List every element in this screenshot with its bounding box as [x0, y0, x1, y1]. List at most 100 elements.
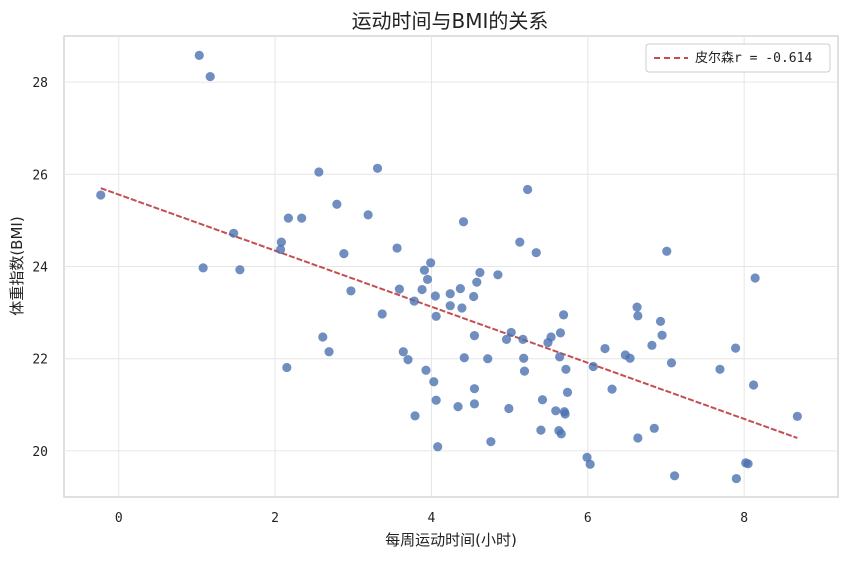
data-point — [475, 267, 485, 278]
data-point — [493, 270, 503, 280]
data-point — [662, 246, 672, 256]
data-point — [458, 217, 469, 227]
data-point — [469, 399, 480, 409]
data-point — [363, 210, 373, 220]
data-point — [560, 409, 570, 419]
data-point — [469, 384, 480, 394]
data-point — [194, 50, 204, 60]
data-point — [324, 347, 334, 357]
data-point — [410, 411, 420, 421]
data-point — [506, 327, 516, 338]
data-point — [670, 471, 680, 481]
data-point — [430, 291, 440, 301]
data-point — [561, 364, 571, 374]
legend-box — [645, 43, 831, 73]
data-point — [318, 332, 328, 342]
x-tick-label: 0 — [115, 511, 123, 526]
data-point — [715, 364, 725, 374]
y-tick-label: 24 — [32, 261, 48, 276]
data-point — [314, 167, 324, 177]
data-point — [518, 334, 528, 344]
data-point — [731, 473, 741, 484]
data-point — [297, 213, 307, 223]
data-point — [537, 395, 548, 405]
data-point — [409, 296, 419, 306]
data-point — [445, 301, 455, 311]
data-point — [588, 361, 598, 372]
x-tick-label: 6 — [584, 511, 592, 526]
data-point — [555, 328, 566, 338]
data-point — [750, 273, 760, 283]
data-point — [398, 347, 408, 357]
x-tick-label: 8 — [740, 511, 748, 526]
data-point — [633, 311, 643, 321]
data-point — [486, 437, 496, 447]
data-point — [403, 355, 413, 365]
data-point — [429, 377, 439, 387]
chart-title: 运动时间与BMI的关系 — [352, 9, 549, 33]
data-point — [457, 303, 467, 313]
data-point — [748, 380, 759, 390]
data-point — [394, 284, 404, 294]
data-point — [419, 265, 430, 275]
data-point — [372, 163, 383, 173]
points-layer — [96, 50, 802, 484]
y-tick-label: 28 — [32, 76, 48, 91]
data-point — [666, 358, 677, 368]
data-point — [743, 459, 753, 469]
y-axis-ticks: 20 22 24 26 28 — [32, 76, 48, 460]
data-point — [339, 248, 349, 259]
data-point — [392, 243, 402, 253]
data-point — [282, 362, 292, 373]
data-point — [556, 429, 566, 439]
data-point — [431, 311, 441, 321]
y-axis-label: 体重指数(BMI) — [8, 216, 26, 315]
fit-line-layer — [100, 187, 798, 439]
data-point — [417, 284, 427, 295]
data-point — [431, 395, 441, 405]
data-point — [96, 190, 106, 200]
data-point — [453, 402, 463, 412]
data-point — [531, 248, 541, 258]
data-point — [585, 459, 595, 469]
data-point — [377, 309, 387, 319]
data-point — [501, 334, 512, 344]
data-point — [582, 452, 592, 462]
data-point — [657, 330, 667, 340]
data-point — [469, 291, 479, 302]
data-point — [519, 353, 529, 363]
data-point — [275, 244, 286, 255]
data-point — [515, 237, 525, 247]
data-point — [536, 425, 546, 435]
data-point — [625, 353, 635, 363]
legend: 皮尔森r = -0.614 — [645, 43, 831, 73]
data-point — [283, 213, 293, 223]
data-point — [205, 71, 215, 82]
data-point — [198, 263, 208, 273]
data-point — [332, 199, 342, 209]
x-tick-label: 4 — [428, 511, 436, 526]
x-tick-label: 2 — [271, 511, 279, 526]
data-point — [504, 403, 514, 414]
data-point — [433, 442, 443, 452]
data-point — [562, 387, 573, 397]
data-point — [558, 310, 569, 320]
grid — [64, 36, 838, 497]
data-point — [229, 228, 239, 238]
data-point — [469, 331, 480, 341]
data-point — [655, 316, 666, 326]
data-point — [607, 384, 617, 394]
fit-line — [100, 187, 798, 439]
data-point — [649, 423, 659, 433]
data-point — [647, 340, 657, 350]
x-axis-ticks: 0 2 4 6 8 — [115, 511, 748, 526]
data-point — [426, 258, 436, 268]
data-point — [445, 289, 455, 299]
data-point — [600, 343, 610, 354]
data-point — [519, 366, 530, 376]
y-tick-label: 22 — [32, 353, 48, 368]
data-point — [792, 411, 802, 421]
data-point — [546, 332, 556, 342]
